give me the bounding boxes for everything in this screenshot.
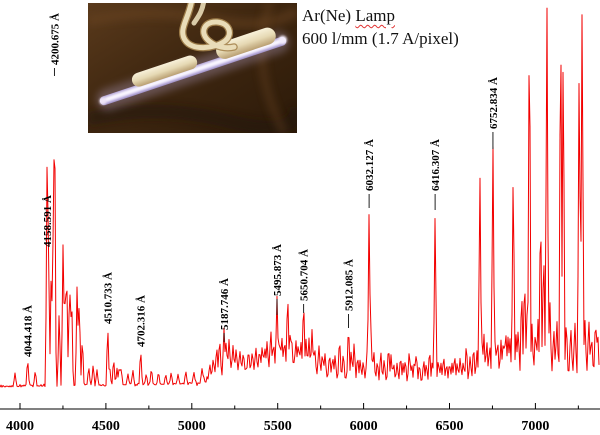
cloth-fold xyxy=(88,6,297,29)
peak-label: 4158.591 Å xyxy=(42,195,54,247)
peak-label: 4044.418 Å xyxy=(23,305,35,357)
peak-label: 5495.873 Å xyxy=(272,244,284,296)
lamp-photo xyxy=(88,3,297,133)
lamp-photo-image xyxy=(88,3,297,133)
cloth-fold xyxy=(257,3,288,133)
x-axis-tick-label: 6500 xyxy=(436,419,464,434)
peak-label: 6752.834 Å xyxy=(488,77,500,129)
peak-label: 4510.733 Å xyxy=(103,272,115,324)
power-cable-strand xyxy=(191,3,206,26)
electrode-wrap-left xyxy=(131,55,198,87)
peak-label: 4702.316 Å xyxy=(136,295,148,347)
peak-label: 5912.085 Å xyxy=(343,259,355,311)
peak-label: 5187.746 Å xyxy=(219,278,231,330)
spectrum-trace xyxy=(0,7,600,388)
x-axis-tick-label: 4000 xyxy=(6,419,34,434)
tube-end-glint xyxy=(99,97,107,105)
peak-label: 6416.307 Å xyxy=(430,139,442,191)
chart-title-block: Ar(Ne) Lamp 600 l/mm (1.7 A/pixel) xyxy=(302,4,459,50)
power-cable xyxy=(180,3,237,51)
chart-subtitle: 600 l/mm (1.7 A/pixel) xyxy=(302,29,459,48)
x-axis-tick-label: 6000 xyxy=(350,419,378,434)
tube-bright-core xyxy=(105,40,281,101)
tube-end-glint xyxy=(278,35,287,45)
x-axis-tick-label: 5000 xyxy=(178,419,206,434)
peak-label: 5650.704 Å xyxy=(299,249,311,301)
chart-title: Ar(Ne) Lamp xyxy=(302,6,395,25)
peak-label: 6032.127 Å xyxy=(364,139,376,191)
spellcheck-squiggle-word: Lamp xyxy=(355,6,395,25)
x-axis-tick-label: 7000 xyxy=(521,419,549,434)
x-axis-tick-label: 4500 xyxy=(92,419,120,434)
discharge-tube-group xyxy=(96,27,290,111)
cloth-fold xyxy=(88,104,297,133)
x-axis-tick-label: 5500 xyxy=(264,419,292,434)
peak-label: 4200.675 Å xyxy=(49,13,61,65)
